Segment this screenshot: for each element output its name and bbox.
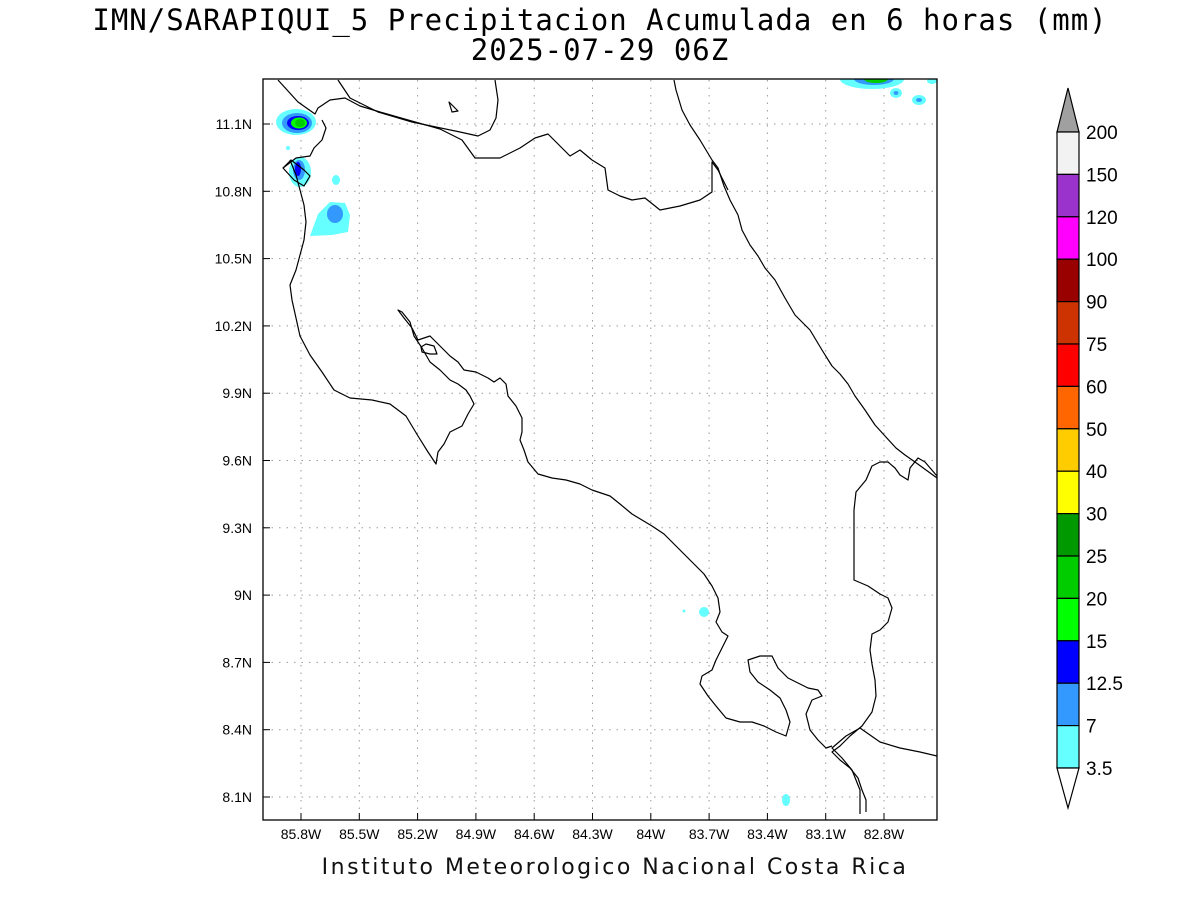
precip-cell [682,609,686,613]
lat-tick-label: 9.3N [222,520,252,536]
nw-coast [282,119,327,169]
northern-border [277,79,729,211]
lon-tick-label: 84.3W [572,826,613,842]
lat-tick-label: 8.7N [222,654,252,670]
lake-shore [337,79,499,137]
coastlines [277,79,937,814]
colorbar-swatch [1056,512,1080,557]
lat-tick-label: 8.1N [222,789,252,805]
colorbar-label: 20 [1086,589,1107,610]
colorbar-label: 75 [1086,335,1107,356]
lat-tick-label: 8.4N [222,722,252,738]
precip-cell [840,79,937,105]
lat-tick-label: 10.8N [215,183,252,199]
colorbar-swatch [1056,258,1080,303]
colorbar-swatch [1056,597,1080,642]
map-subtitle: 2025-07-29 06Z [470,33,730,67]
colorbar-swatch [1056,470,1080,515]
lat-tick-label: 10.2N [215,318,252,334]
precip-cell [782,794,790,806]
lat-tick-label: 9.6N [222,453,252,469]
lon-tick-label: 83.1W [805,826,846,842]
precip-cell [289,157,340,187]
colorbar-label: 200 [1086,123,1118,144]
lon-tick-label: 84.6W [514,826,555,842]
lon-tick-label: 85.2W [397,826,438,842]
colorbar-swatch [1056,385,1080,430]
lon-tick-label: 84W [636,826,666,842]
colorbar: 200 150 120 100 90 75 60 50 40 30 25 20 15 12.5 7 3.5 [1056,87,1123,811]
colorbar-label: 120 [1086,208,1118,229]
lat-tick-label: 9.9N [222,385,252,401]
colorbar-label: 40 [1086,462,1107,483]
colorbar-label: 50 [1086,420,1107,441]
colorbar-label: 100 [1086,250,1118,271]
lat-tick-label: 11.1N [216,116,252,132]
lon-tick-label: 84.9W [456,826,497,842]
lon-tick-label: 83.4W [747,826,788,842]
colorbar-swatch [1056,173,1080,218]
precipitation-layer [276,79,937,806]
nicoya-islet [420,343,438,355]
colorbar-swatch [1056,640,1080,684]
panama-border [831,457,937,812]
colorbar-swatch [1056,131,1080,176]
colorbar-label: 7 [1086,717,1097,738]
colorbar-swatch [1056,682,1080,727]
colorbar-swatch [1056,343,1080,388]
colorbar-swatch [1056,428,1080,472]
colorbar-label: 3.5 [1086,759,1112,780]
lake-island [448,101,459,113]
colorbar-label: 15 [1086,632,1107,653]
axis-ticks: 85.8W 85.5W 85.2W 84.9W 84.6W 84.3W 84W 83.7W 83… [215,116,905,842]
colorbar-swatch [1056,301,1080,345]
colorbar-label: 30 [1086,505,1107,526]
colorbar-label: 12.5 [1086,674,1123,695]
colorbar-swatch [1056,216,1080,260]
colorbar-swatch [1056,555,1080,600]
map-title: IMN/SARAPIQUI_5 Precipitacion Acumulada … [92,3,1108,37]
precip-cell [310,202,350,236]
lon-tick-label: 85.8W [281,826,322,842]
graticule [264,80,936,819]
colorbar-label: 150 [1086,165,1118,186]
lat-tick-label: 9N [234,587,252,603]
colorbar-over-triangle [1056,87,1080,133]
colorbar-swatch [1056,724,1080,769]
colorbar-label: 90 [1086,293,1107,314]
nw-inlet [282,159,311,187]
lon-tick-label: 82.8W [864,826,905,842]
colorbar-label: 25 [1086,547,1107,568]
credit-line: Instituto Meteorologico Nacional Costa R… [321,855,909,880]
map-frame [262,78,938,821]
lon-tick-label: 85.5W [339,826,380,842]
precip-cell [699,607,709,617]
colorbar-label: 60 [1086,377,1107,398]
precip-cell [276,109,316,150]
colorbar-under-triangle [1056,767,1080,811]
caribbean-coast [673,79,937,479]
panama-pacific-coast [831,727,937,814]
lat-tick-label: 10.5N [215,251,252,267]
pacific-coast [289,159,833,749]
lon-tick-label: 83.7W [689,826,730,842]
